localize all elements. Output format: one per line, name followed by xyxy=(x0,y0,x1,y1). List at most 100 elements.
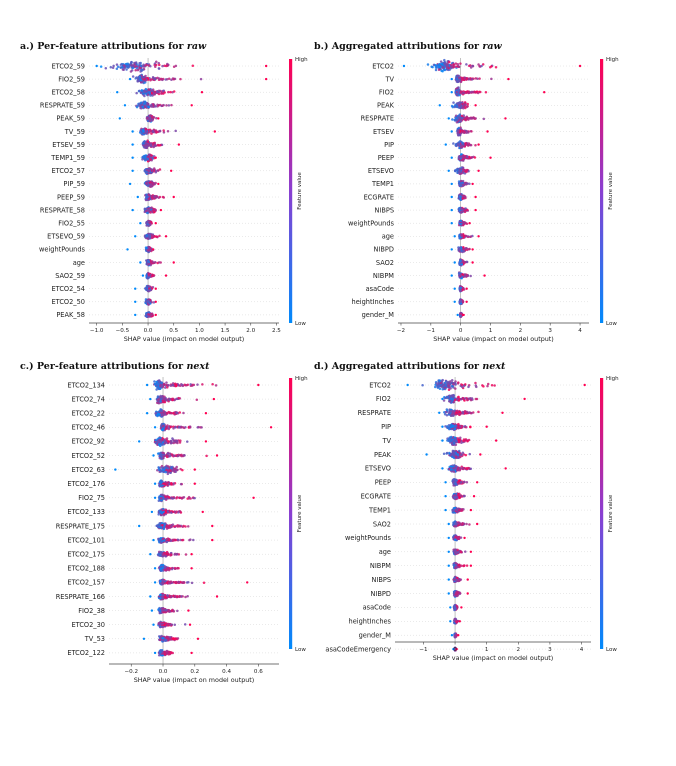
shap-point xyxy=(153,182,156,186)
shap-point xyxy=(465,105,469,109)
shap-point xyxy=(426,63,430,66)
feature-row-FIO2 xyxy=(450,86,546,97)
shap-point xyxy=(127,64,130,68)
shap-point xyxy=(149,182,152,186)
shap-point xyxy=(136,80,139,83)
shap-point xyxy=(442,66,445,69)
shap-point xyxy=(468,143,471,146)
shap-point xyxy=(478,77,481,80)
feature-row-TEMP1_59 xyxy=(131,153,157,163)
shap-point-min xyxy=(450,156,453,159)
feature-row-PEAK xyxy=(438,101,477,110)
shap-point xyxy=(120,62,124,66)
feature-row-ETSEVO xyxy=(447,166,480,175)
shap-point xyxy=(146,102,149,105)
feature-row-ETSEVO_59 xyxy=(134,232,168,240)
shap-point xyxy=(438,65,442,69)
shap-point-max xyxy=(172,261,175,264)
feature-label: PEAK xyxy=(377,102,395,110)
shap-point xyxy=(455,118,458,122)
shap-point xyxy=(150,154,153,157)
shap-point xyxy=(156,103,159,106)
feature-label: PEEP_59 xyxy=(57,193,85,201)
shap-point-min xyxy=(450,195,453,199)
shap-point xyxy=(136,104,140,107)
shap-point-min xyxy=(128,77,132,81)
feature-row-ETCO2_57 xyxy=(131,167,173,176)
feature-row-ETCO2_59 xyxy=(95,60,268,73)
shap-point xyxy=(157,261,161,264)
shap-point-max xyxy=(504,117,507,120)
shap-point xyxy=(453,169,457,173)
shap-point xyxy=(459,195,462,198)
shap-point xyxy=(146,211,149,215)
shap-point xyxy=(471,64,474,68)
shap-point xyxy=(150,196,154,199)
shap-point-max xyxy=(471,261,474,264)
feature-row-ETCO2 xyxy=(402,58,582,73)
shap-point xyxy=(458,76,461,80)
shap-point xyxy=(135,66,139,70)
shap-point xyxy=(174,64,178,68)
shap-point xyxy=(459,198,462,202)
feature-label: weightPounds xyxy=(39,246,86,254)
shap-point xyxy=(104,67,108,70)
shap-point xyxy=(139,78,143,82)
shap-point-max xyxy=(169,169,173,172)
shap-point xyxy=(455,78,459,81)
feature-label: RESPRATE_59 xyxy=(40,102,85,110)
colorbar xyxy=(289,59,293,323)
shap-point xyxy=(129,70,133,73)
shap-point xyxy=(142,90,145,93)
shap-point xyxy=(444,63,447,66)
shap-point xyxy=(461,158,465,161)
shap-point xyxy=(470,130,473,133)
shap-point-max xyxy=(213,130,217,133)
panel-title-emphasis: raw xyxy=(187,41,207,52)
feature-label: RESPRATE xyxy=(361,115,394,123)
feature-row-NIBPD xyxy=(450,246,474,254)
x-tick-label: −1.0 xyxy=(90,328,104,334)
shap-point xyxy=(157,91,161,94)
shap-point xyxy=(459,91,463,94)
x-tick-label: 1.5 xyxy=(221,328,230,334)
shap-point-min xyxy=(134,235,137,238)
shap-point-min xyxy=(450,130,453,133)
shap-point xyxy=(484,91,488,94)
shap-point-min xyxy=(131,169,134,172)
shap-point xyxy=(142,92,145,95)
shap-point xyxy=(458,169,461,173)
shap-point xyxy=(112,64,115,68)
shap-point xyxy=(144,92,148,95)
shap-point-min xyxy=(453,235,456,238)
shap-point-max xyxy=(190,104,193,107)
shap-point-max xyxy=(154,222,157,225)
feature-label: ETCO2_59 xyxy=(52,62,85,70)
shap-point xyxy=(160,78,164,81)
shap-point-min xyxy=(447,169,450,172)
shap-point xyxy=(145,193,148,196)
shap-point xyxy=(152,208,155,211)
shap-point xyxy=(465,77,468,81)
feature-label: ETCO2_58 xyxy=(52,89,85,97)
shap-point xyxy=(139,64,143,68)
shap-point-max xyxy=(200,91,204,94)
shap-point xyxy=(140,89,144,92)
shap-point xyxy=(465,131,468,135)
shap-point xyxy=(144,155,147,159)
feature-label: NIBPM xyxy=(373,272,394,280)
feature-label: ETSEVO_59 xyxy=(47,233,85,241)
shap-point-min xyxy=(139,261,142,264)
shap-point-max xyxy=(151,248,155,251)
shap-point-max xyxy=(578,64,582,68)
colorbar-title: Feature value xyxy=(297,172,303,210)
shap-point xyxy=(142,75,145,79)
shap-point xyxy=(464,142,467,145)
shap-point xyxy=(139,80,143,84)
x-tick-label: 0.0 xyxy=(144,328,153,334)
shap-point-min xyxy=(131,208,134,212)
shap-point-min xyxy=(118,117,122,120)
feature-row-ECGRATE xyxy=(450,193,477,202)
panel-title-emphasis: raw xyxy=(482,41,502,52)
x-tick-label: 1.0 xyxy=(195,328,204,334)
